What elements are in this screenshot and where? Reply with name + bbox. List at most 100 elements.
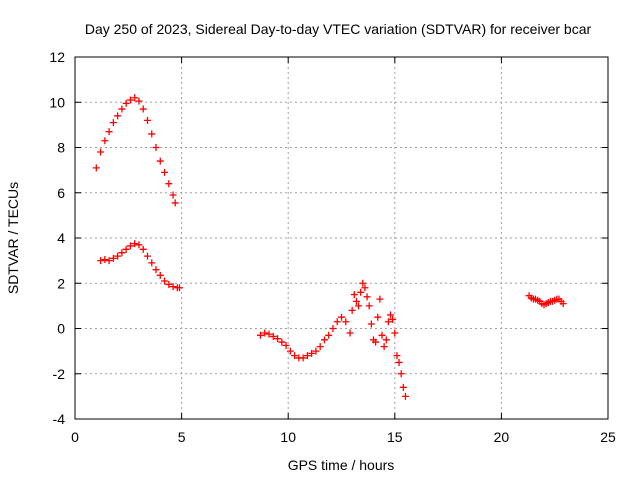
- data-point: [282, 341, 290, 349]
- y-tick-label: 12: [49, 49, 65, 65]
- data-point: [320, 336, 328, 344]
- data-point: [118, 105, 126, 113]
- x-tick-label: 5: [178, 429, 186, 445]
- data-point: [316, 343, 324, 351]
- x-tick-label: 10: [280, 429, 296, 445]
- data-point: [105, 128, 113, 136]
- data-point: [278, 338, 286, 346]
- data-point: [325, 331, 333, 339]
- data-point: [131, 240, 139, 248]
- data-point: [171, 199, 179, 207]
- data-point: [391, 329, 399, 337]
- data-point: [291, 352, 299, 360]
- data-points: [92, 94, 567, 400]
- data-point: [389, 315, 397, 323]
- data-point: [352, 297, 360, 305]
- data-point: [97, 148, 105, 156]
- y-tick-label: 4: [57, 230, 65, 246]
- data-point: [384, 318, 392, 326]
- data-point: [382, 336, 390, 344]
- data-point: [148, 130, 156, 138]
- data-point: [148, 259, 156, 267]
- data-point: [135, 97, 143, 105]
- data-point: [308, 349, 316, 357]
- axis-ticks: 0 5 10 15 20 25 -4 -2 0 2 4 6 8 10 12: [49, 49, 616, 445]
- data-point: [346, 329, 354, 337]
- data-point: [269, 332, 277, 340]
- data-point: [122, 99, 130, 107]
- data-point: [395, 358, 403, 366]
- data-point: [261, 329, 269, 337]
- data-point: [143, 252, 151, 260]
- data-point: [265, 330, 273, 338]
- data-point: [114, 112, 122, 120]
- data-point: [372, 338, 380, 346]
- y-tick-label: 10: [49, 94, 65, 110]
- data-point: [135, 241, 143, 249]
- x-tick-label: 0: [71, 429, 79, 445]
- data-point: [169, 283, 177, 291]
- data-point: [397, 370, 405, 378]
- data-point: [361, 284, 369, 292]
- chart-title: Day 250 of 2023, Sidereal Day-to-day VTE…: [85, 21, 592, 37]
- data-point: [357, 288, 365, 296]
- data-point: [152, 266, 160, 274]
- y-tick-label: -4: [53, 411, 66, 427]
- data-point: [256, 331, 264, 339]
- data-point: [312, 347, 320, 355]
- data-point: [139, 105, 147, 113]
- data-point: [401, 392, 409, 400]
- data-point: [393, 352, 401, 360]
- data-point: [286, 347, 294, 355]
- data-point: [101, 255, 109, 263]
- y-tick-label: 8: [57, 140, 65, 156]
- data-point: [105, 257, 113, 265]
- grid-lines: [75, 57, 608, 419]
- y-tick-label: -2: [53, 366, 66, 382]
- data-point: [299, 354, 307, 362]
- data-point: [169, 191, 177, 199]
- data-point: [165, 280, 173, 288]
- data-point: [342, 318, 350, 326]
- data-point: [399, 383, 407, 391]
- data-point: [350, 291, 358, 299]
- data-point: [152, 144, 160, 151]
- data-point: [365, 302, 373, 310]
- data-point: [355, 302, 363, 310]
- data-point: [274, 335, 282, 343]
- data-point: [139, 245, 147, 253]
- data-point: [161, 277, 169, 285]
- data-point: [378, 331, 386, 339]
- data-point: [101, 137, 109, 145]
- data-point: [118, 249, 126, 257]
- y-tick-label: 0: [57, 321, 65, 337]
- data-point: [348, 306, 356, 314]
- data-point: [380, 343, 388, 351]
- data-point: [333, 318, 341, 326]
- data-point: [143, 116, 151, 124]
- y-axis-label: SDTVAR / TECUs: [5, 182, 21, 294]
- data-point: [338, 313, 345, 321]
- x-tick-label: 15: [387, 429, 403, 445]
- y-tick-label: 2: [57, 275, 65, 291]
- data-point: [387, 311, 395, 319]
- data-point: [156, 271, 164, 279]
- data-point: [559, 300, 567, 308]
- data-point: [363, 293, 371, 301]
- data-point: [165, 180, 173, 188]
- data-point: [126, 96, 134, 104]
- data-point: [114, 252, 122, 260]
- data-point: [156, 157, 164, 165]
- data-point: [376, 295, 384, 303]
- x-tick-label: 25: [600, 429, 616, 445]
- data-point: [92, 164, 100, 172]
- y-tick-label: 6: [57, 185, 65, 201]
- data-point: [374, 313, 382, 321]
- x-axis-label: GPS time / hours: [288, 457, 395, 473]
- data-point: [329, 325, 337, 332]
- data-point: [303, 352, 311, 360]
- data-point: [175, 284, 183, 292]
- data-point: [359, 279, 367, 287]
- x-tick-label: 20: [494, 429, 510, 445]
